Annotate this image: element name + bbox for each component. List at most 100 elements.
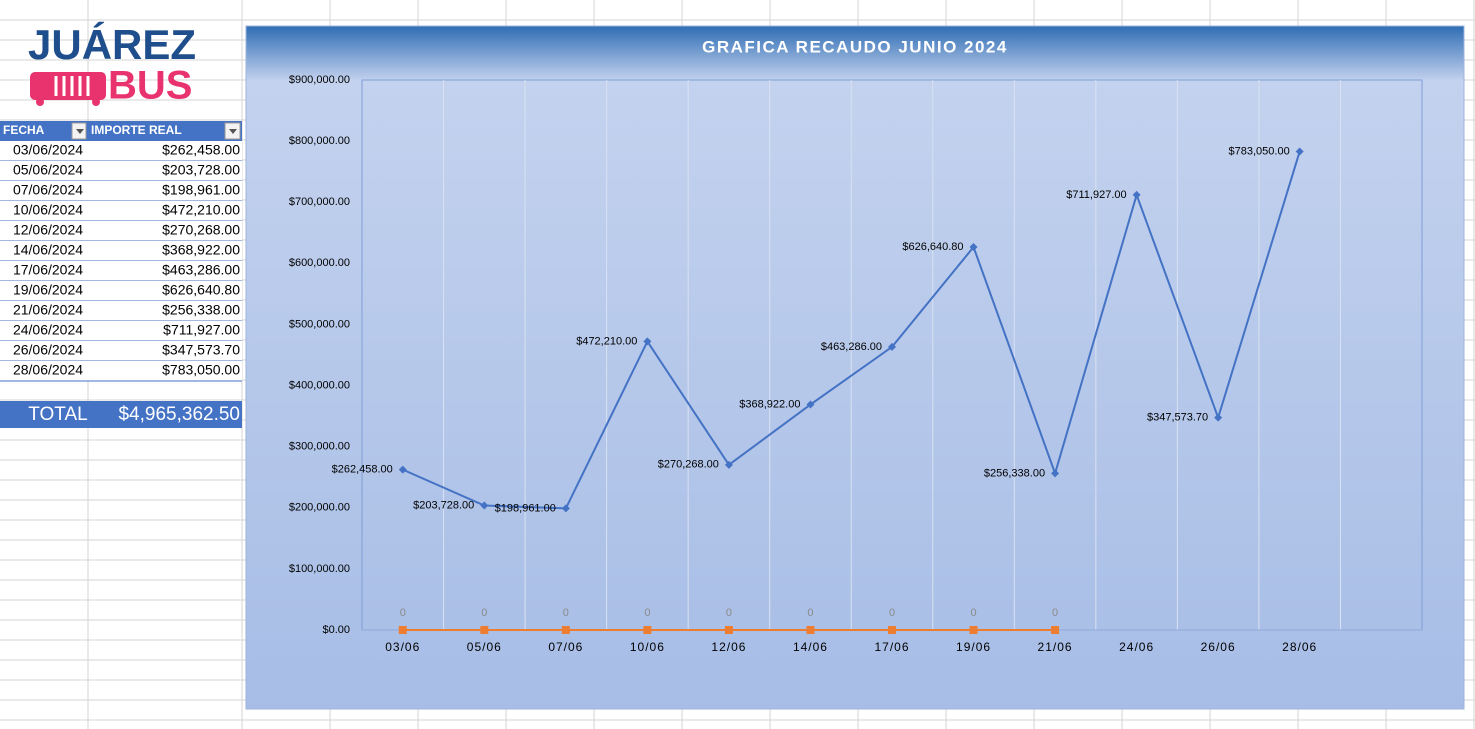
y-tick-label: $500,000.00 <box>289 318 350 330</box>
row-bg <box>0 301 242 321</box>
bus-icon <box>30 72 106 106</box>
data-label: 0 <box>481 607 487 619</box>
row-bg <box>0 221 242 241</box>
point <box>398 626 407 634</box>
y-tick-label: $0.00 <box>322 624 350 636</box>
row-bg <box>0 341 242 361</box>
point <box>643 337 652 346</box>
date-cell: 26/06/2024 <box>13 342 83 358</box>
total-label: TOTAL <box>28 404 87 425</box>
point <box>480 626 489 634</box>
row-bg <box>0 141 242 161</box>
filter-arrow <box>229 129 237 134</box>
date-cell: 05/06/2024 <box>13 162 83 178</box>
date-cell: 10/06/2024 <box>13 202 83 218</box>
date-cell: 17/06/2024 <box>13 262 83 278</box>
logo: JUÁREZ BUS <box>28 21 196 107</box>
data-label: $203,728.00 <box>413 499 474 511</box>
y-tick-label: $200,000.00 <box>289 502 350 514</box>
date-cell: 12/06/2024 <box>13 222 83 238</box>
y-tick-label: $900,000.00 <box>289 74 350 86</box>
amount-cell: $347,573.70 <box>162 342 240 358</box>
date-cell: 21/06/2024 <box>13 302 83 318</box>
data-label: $198,961.00 <box>495 502 556 514</box>
row-bg <box>0 361 242 381</box>
point <box>888 342 896 351</box>
amount-cell: $262,458.00 <box>162 142 240 158</box>
table: FECHA IMPORTE REAL 03/06/2024 $262,458.00 05… <box>0 121 242 428</box>
x-tick-label: 26/06 <box>1201 640 1236 654</box>
amount-cell: $203,728.00 <box>162 162 240 178</box>
row-bg <box>0 281 242 301</box>
row-bg <box>0 181 242 201</box>
x-tick-label: 19/06 <box>956 640 991 654</box>
date-cell: 24/06/2024 <box>13 322 83 338</box>
x-tick-label: 14/06 <box>793 640 828 654</box>
data-label: $783,050.00 <box>1229 145 1290 157</box>
data-label: $368,922.00 <box>739 398 800 410</box>
series-line <box>402 151 1301 510</box>
row-bg <box>0 161 242 181</box>
chart: $0.00 $100,000.00 $200,000.00 $300,000.00 $4… <box>289 74 1422 654</box>
amount-cell: $463,286.00 <box>162 262 240 278</box>
chart-area <box>245 25 1465 710</box>
date-cell: 19/06/2024 <box>13 282 83 298</box>
data-label: 0 <box>644 607 650 619</box>
y-tick-label: $100,000.00 <box>289 563 350 575</box>
data-label: $270,268.00 <box>658 459 719 471</box>
data-label: 0 <box>563 607 569 619</box>
point <box>561 504 570 513</box>
data-label: $262,458.00 <box>332 464 393 476</box>
date-cell: 07/06/2024 <box>13 182 83 198</box>
logo-text: BUS <box>108 64 192 108</box>
row-bg <box>0 241 242 261</box>
point <box>806 400 815 409</box>
point <box>724 460 733 469</box>
data-label: 0 <box>807 607 813 619</box>
data-label: $472,210.00 <box>576 335 637 347</box>
filter-arrow <box>76 129 84 134</box>
total-value: $4,965,362.50 <box>118 404 240 425</box>
x-tick-label: 24/06 <box>1119 640 1154 654</box>
header-row <box>0 121 242 141</box>
date-cell: 03/06/2024 <box>13 142 83 158</box>
x-tick-label: 12/06 <box>711 640 746 654</box>
x-tick-label: 03/06 <box>385 640 420 654</box>
point <box>643 626 652 634</box>
amount-cell: $256,338.00 <box>162 302 240 318</box>
data-label: 0 <box>726 607 732 619</box>
point <box>1051 469 1060 478</box>
row-bg <box>0 201 242 221</box>
amount-cell: $472,210.00 <box>162 202 240 218</box>
point <box>969 243 978 252</box>
point <box>888 626 896 634</box>
chart-title: GRAFICA RECAUDO JUNIO 2024 <box>702 37 1008 56</box>
data-label: 0 <box>889 607 895 619</box>
amount-cell: $783,050.00 <box>162 362 240 378</box>
point <box>969 626 978 634</box>
y-tick-label: $400,000.00 <box>289 379 350 391</box>
data-label: 0 <box>970 607 976 619</box>
y-tick-label: $300,000.00 <box>289 441 350 453</box>
logo-text: JUÁREZ <box>28 21 196 68</box>
amount-cell: $711,927.00 <box>163 322 240 338</box>
amount-cell: $626,640.80 <box>162 282 240 298</box>
y-tick-label: $700,000.00 <box>289 196 350 208</box>
row-bg <box>0 321 242 341</box>
x-tick-label: 05/06 <box>467 640 502 654</box>
x-tick-label: 07/06 <box>548 640 583 654</box>
total-row <box>0 401 242 428</box>
amount-cell: $198,961.00 <box>162 182 240 198</box>
date-cell: 14/06/2024 <box>13 242 83 258</box>
date-cell: 28/06/2024 <box>13 362 83 378</box>
x-tick-label: 21/06 <box>1038 640 1073 654</box>
point <box>561 626 570 634</box>
data-label: 0 <box>1052 607 1058 619</box>
data-label: $626,640.80 <box>902 241 963 253</box>
x-tick-label: 10/06 <box>630 640 665 654</box>
x-tick-label: 17/06 <box>874 640 909 654</box>
y-tick-label: $800,000.00 <box>289 135 350 147</box>
data-label: $463,286.00 <box>821 341 882 353</box>
point <box>1051 626 1060 634</box>
